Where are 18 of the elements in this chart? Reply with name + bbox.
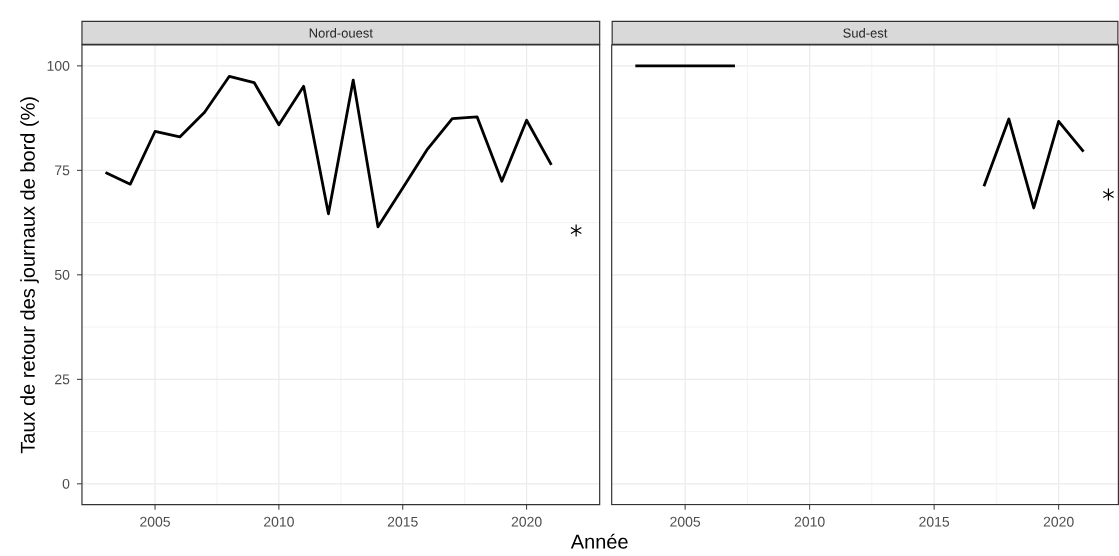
x-tick-label: 2010 (264, 516, 294, 527)
y-tick-label: 50 (54, 270, 70, 280)
x-tick-label: 2020 (511, 516, 542, 527)
x-tick-label: 2015 (387, 516, 418, 527)
y-tick-label: 100 (47, 61, 70, 71)
y-tick-label: 25 (55, 374, 70, 385)
y-axis-title: Taux de retour des journaux de bord (%) (20, 97, 39, 454)
x-tick-label: 2020 (1043, 516, 1074, 527)
x-tick-label: 2005 (140, 516, 170, 527)
chart-title: Nord-ouest (309, 28, 373, 38)
x-tick-label: 2010 (794, 516, 825, 527)
x-tick-label: 2015 (919, 516, 950, 527)
y-tick-label: 0 (62, 479, 70, 489)
x-axis-title: Année (570, 533, 628, 549)
y-tick-label: 75 (55, 165, 70, 176)
x-tick-label: 2005 (670, 516, 701, 527)
line-series (104, 75, 553, 229)
chart-title: Sud-est (843, 28, 888, 38)
